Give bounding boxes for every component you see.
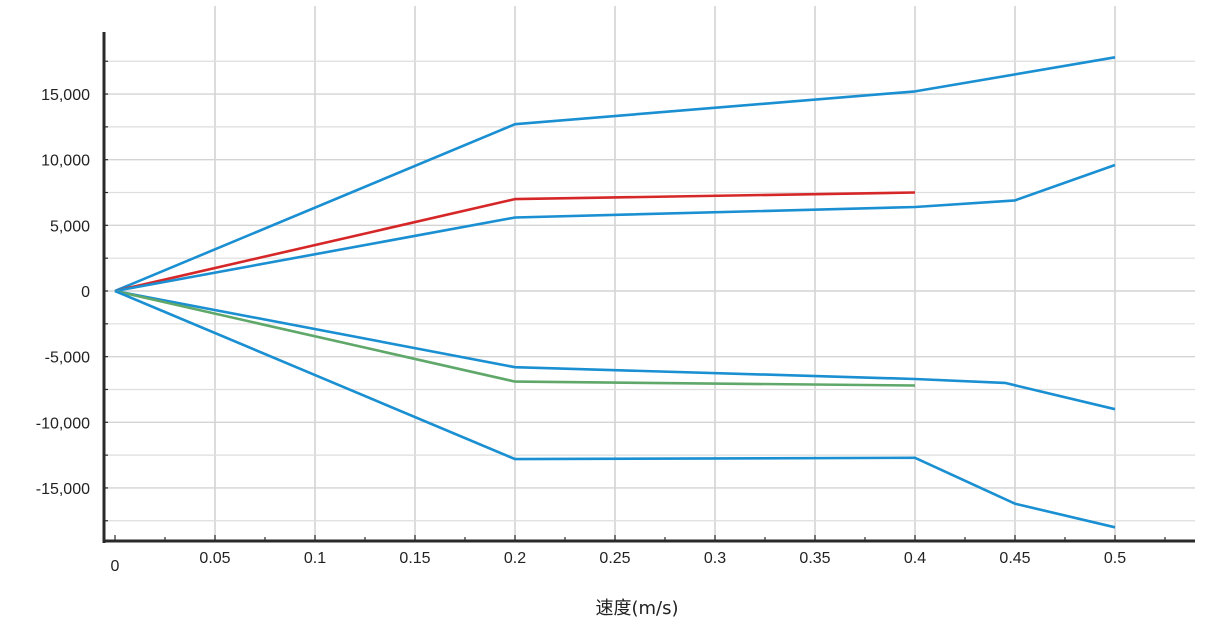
x-tick-label: 0.3 [704, 550, 726, 567]
series-line-5 [114, 289, 916, 387]
x-tick-label: 0.15 [399, 550, 430, 567]
x-tick-label: 0.1 [304, 550, 326, 567]
series-line-2 [114, 191, 916, 293]
y-tick-label: 15,000 [41, 87, 90, 104]
x-tick-label: 0 [111, 558, 120, 575]
series-line-3 [114, 163, 1116, 293]
x-tick-label: 0.05 [199, 550, 230, 567]
grid-lines [104, 6, 1195, 541]
x-tick-label: 0.45 [999, 550, 1030, 567]
axes [102, 32, 1195, 543]
x-tick-label: 0.25 [599, 550, 630, 567]
y-tick-label: -10,000 [36, 415, 90, 432]
x-tick-label: 0.2 [504, 550, 526, 567]
y-tick-label: -5,000 [45, 350, 90, 367]
y-tick-label: 0 [81, 284, 90, 301]
y-tick-label: 10,000 [41, 153, 90, 170]
y-tick-label: -15,000 [36, 481, 90, 498]
series-line-1 [114, 56, 1116, 293]
tick-labels: 0 0.05 0.1 0.15 0.2 0.25 0.3 0.35 0.4 0.45 0.5 15,0… [36, 87, 1126, 575]
series-line-4 [114, 289, 1116, 411]
series-lines [114, 56, 1116, 529]
x-tick-label: 0.4 [904, 550, 926, 567]
x-axis-title: 速度(m/s) [595, 598, 678, 619]
x-tick-label: 0.35 [799, 550, 830, 567]
x-tick-label: 0.5 [1104, 550, 1126, 567]
series-line-6 [114, 289, 1116, 529]
y-tick-label: 5,000 [50, 218, 90, 235]
